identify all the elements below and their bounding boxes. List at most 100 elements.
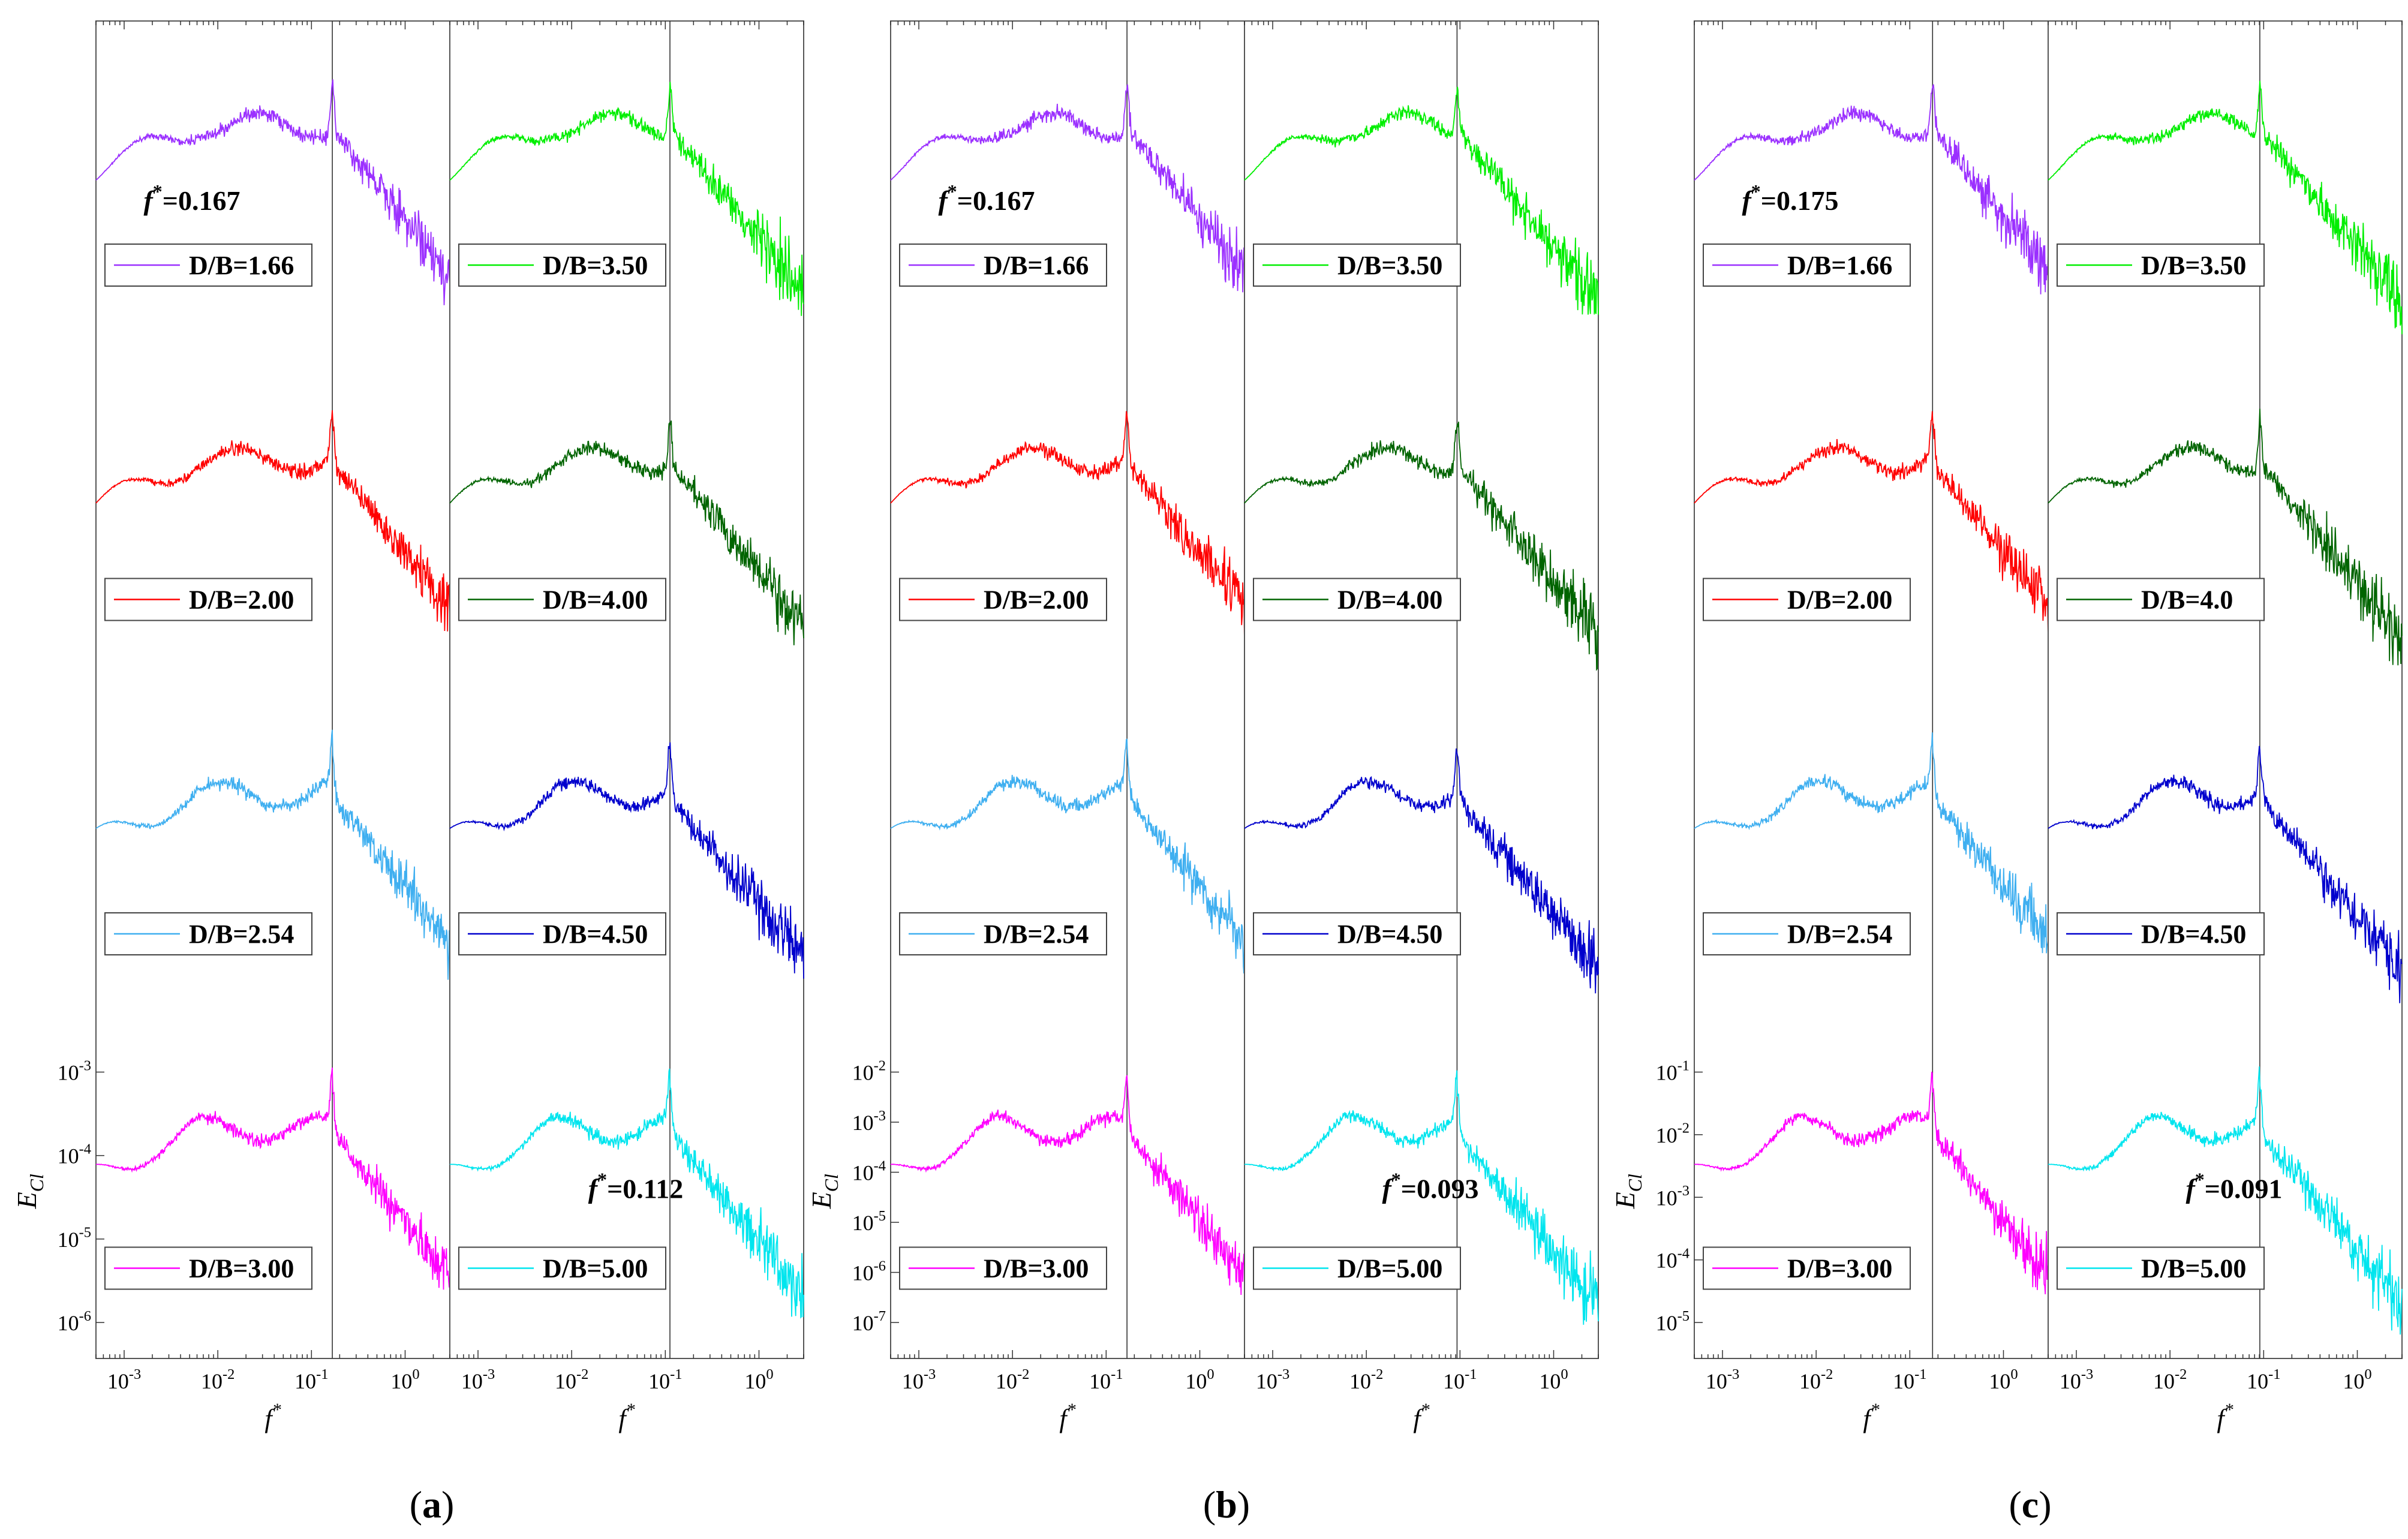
y-tick-label: 10-1: [1656, 1057, 1689, 1084]
column-1: 10-3 10-2 10-1 100 f* D/B=1.66 D/B=2.00 D/B=2.5…: [890, 20, 1245, 1433]
legend: D/B=1.66: [104, 244, 312, 287]
spectrum-line: [890, 84, 1245, 293]
y-axis-label: ECl: [1610, 1174, 1646, 1209]
spectrum-line: [449, 420, 804, 645]
legend: D/B=5.00: [1253, 1246, 1461, 1290]
legend-label: D/B=3.50: [2141, 251, 2246, 280]
series-d-b-3-00: D/B=3.00: [890, 1075, 1245, 1295]
x-tick-label: 10-2: [555, 1366, 588, 1393]
spectrum-line: [95, 410, 450, 632]
spectrum-line: [450, 1068, 804, 1319]
series-d-b-5-00: D/B=5.00: [2048, 1066, 2403, 1335]
plot-frame: [1694, 20, 2049, 1359]
legend: D/B=3.00: [104, 1246, 312, 1290]
y-tick-label: 10-2: [852, 1057, 886, 1084]
legend-label: D/B=3.00: [189, 1254, 294, 1283]
peak-annotation: f*=0.175: [1742, 181, 1838, 216]
x-tick-label: 10-3: [902, 1366, 936, 1393]
spectrum-line: [1244, 1070, 1599, 1325]
spectrum-line: [1244, 86, 1599, 315]
legend: D/B=2.00: [104, 578, 312, 621]
series-d-b-5-00: D/B=5.00: [1244, 1070, 1599, 1325]
plot-frame: [890, 20, 1245, 1359]
legend: D/B=3.50: [1253, 244, 1461, 287]
panel-label: (c): [2009, 1483, 2051, 1526]
legend-label: D/B=3.00: [984, 1254, 1089, 1283]
legend: D/B=2.00: [899, 578, 1107, 621]
legend: D/B=1.66: [1703, 244, 1911, 287]
x-tick-label: 100: [2343, 1366, 2371, 1393]
spectrum-line: [2048, 408, 2403, 666]
legend: D/B=4.0: [2057, 578, 2265, 621]
legend-label: D/B=4.50: [2141, 919, 2246, 949]
spectrum-line: [1694, 84, 2049, 294]
y-tick-label: 10-3: [852, 1108, 886, 1135]
legend-label: D/B=2.54: [1787, 919, 1892, 949]
legend: D/B=3.50: [458, 244, 666, 287]
series-d-b-2-00: D/B=2.00: [1694, 411, 2049, 635]
x-tick-label: 10-1: [1443, 1366, 1477, 1393]
series-d-b-2-54: D/B=2.54: [1694, 732, 2049, 955]
subfigure-1: 10-3 10-2 10-1 100 f* D/B=1.66 D/B=2.00 D/B=2.5…: [11, 20, 804, 1526]
spectrum-line: [95, 79, 450, 305]
series-d-b-4-00: D/B=4.00: [449, 420, 804, 645]
x-axis-label: f*: [2217, 1400, 2233, 1433]
legend: D/B=2.54: [899, 912, 1107, 955]
legend: D/B=5.00: [458, 1246, 666, 1290]
spectrum-line: [1694, 1071, 2049, 1294]
x-axis-label: f*: [1863, 1400, 1879, 1433]
spectrum-line: [95, 729, 450, 980]
y-tick-label: 10-4: [58, 1141, 91, 1168]
x-tick-label: 10-2: [1349, 1366, 1383, 1393]
x-axis-label: f*: [1059, 1400, 1075, 1433]
x-tick-label: 10-2: [996, 1366, 1029, 1393]
legend: D/B=3.00: [899, 1246, 1107, 1290]
subfigure-3: 10-3 10-2 10-1 100 f* D/B=1.66 D/B=2.00 D/B=2.5…: [1610, 20, 2403, 1526]
series-d-b-5-00: D/B=5.00: [450, 1068, 804, 1319]
legend-label: D/B=3.00: [1787, 1254, 1892, 1283]
x-axis-label: f*: [1413, 1400, 1429, 1433]
x-tick-label: 10-2: [201, 1366, 235, 1393]
column-1: 10-3 10-2 10-1 100 f* D/B=1.66 D/B=2.00 D/B=2.5…: [1694, 20, 2049, 1433]
peak-annotation: f*=0.112: [588, 1169, 684, 1204]
legend-label: D/B=2.00: [189, 585, 294, 615]
x-tick-label: 100: [1539, 1366, 1568, 1393]
peak-annotation: f*=0.091: [2185, 1169, 2282, 1204]
y-tick-label: 10-6: [58, 1308, 91, 1335]
series-d-b-3-50: D/B=3.50: [449, 82, 804, 316]
legend: D/B=2.00: [1703, 578, 1911, 621]
series-d-b-3-50: D/B=3.50: [2048, 80, 2403, 335]
x-tick-label: 100: [1989, 1366, 2018, 1393]
y-tick-label: 10-5: [58, 1225, 91, 1252]
series-d-b-3-00: D/B=3.00: [1694, 1071, 2049, 1294]
y-tick-label: 10-4: [1656, 1245, 1689, 1272]
plot-frame: [2048, 20, 2403, 1359]
peak-annotation: f*=0.093: [1382, 1169, 1478, 1204]
series-d-b-2-54: D/B=2.54: [890, 738, 1245, 974]
y-tick-label: 10-6: [852, 1258, 886, 1285]
series-d-b-3-50: D/B=3.50: [1244, 86, 1599, 315]
series-d-b-4-50: D/B=4.50: [1244, 748, 1599, 994]
spectrum-line: [2048, 746, 2403, 1003]
series-d-b-2-00: D/B=2.00: [890, 411, 1245, 640]
x-axis-label: f*: [264, 1400, 281, 1433]
legend-label: D/B=2.00: [984, 585, 1089, 615]
x-tick-label: 10-2: [2153, 1366, 2187, 1393]
x-axis-label: f*: [618, 1400, 635, 1433]
spectrum-line: [890, 1075, 1245, 1295]
spectrum-line: [449, 742, 804, 979]
peak-annotation: f*=0.167: [143, 181, 240, 216]
column-2: 10-3 10-2 10-1 100 f* D/B=3.50 D/B=4.00 D/B=4.5…: [1244, 20, 1599, 1433]
legend-label: D/B=2.54: [984, 919, 1089, 949]
series-d-b-1-66: D/B=1.66: [95, 79, 450, 305]
legend: D/B=3.00: [1703, 1246, 1911, 1290]
y-tick-label: 10-3: [1656, 1183, 1689, 1210]
column-2: 10-3 10-2 10-1 100 f* D/B=3.50 D/B=4.00 D/B=4.5…: [449, 20, 804, 1433]
legend-label: D/B=4.50: [543, 919, 648, 949]
spectrum-line: [1694, 411, 2049, 635]
x-tick-label: 10-2: [1799, 1366, 1833, 1393]
x-tick-label: 10-1: [2247, 1366, 2280, 1393]
legend-label: D/B=3.50: [543, 251, 648, 280]
legend: D/B=2.54: [1703, 912, 1911, 955]
